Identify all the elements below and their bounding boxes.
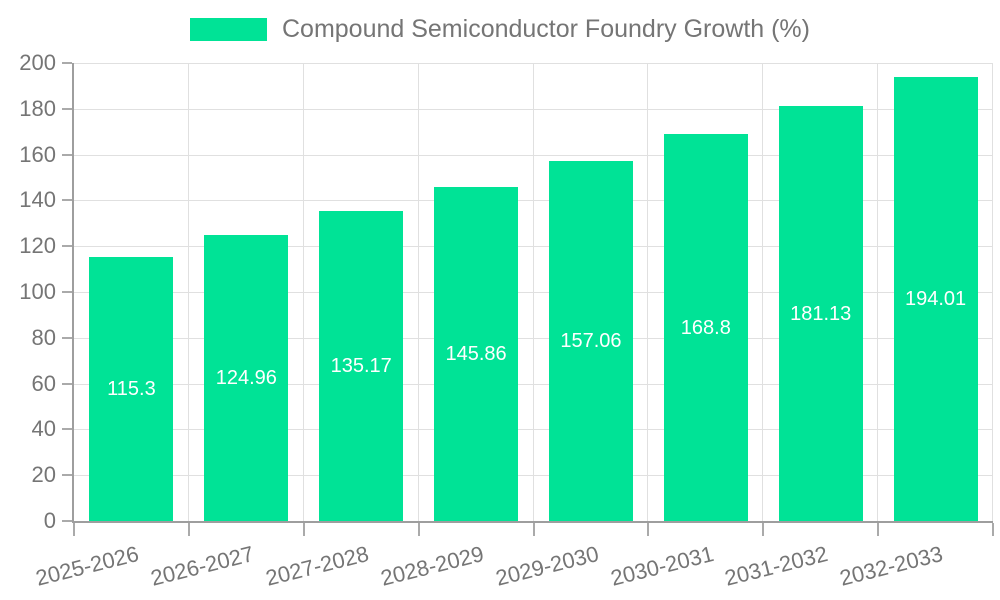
y-tick-label: 180 xyxy=(19,95,56,121)
bar-value-label: 135.17 xyxy=(330,355,392,378)
y-axis-tick xyxy=(62,428,72,431)
y-tick-label: 140 xyxy=(19,187,56,213)
x-axis-tick xyxy=(187,523,190,536)
x-axis-tick xyxy=(877,523,880,536)
bar: 135.17 xyxy=(319,211,404,521)
x-axis-tick xyxy=(762,523,765,536)
bar: 115.3 xyxy=(89,256,174,521)
x-tick-label: 2026-2027 xyxy=(148,541,257,591)
bar: 157.06 xyxy=(548,161,633,521)
bar: 194.01 xyxy=(893,76,978,521)
x-axis-tick xyxy=(73,523,75,536)
bar-value-label: 168.8 xyxy=(680,316,731,339)
y-axis-tick xyxy=(62,291,72,293)
x-tick-label: 2025-2026 xyxy=(33,541,142,591)
y-axis-tick xyxy=(62,336,72,339)
bar-value-label: 124.96 xyxy=(215,366,277,389)
vertical-gridline xyxy=(877,63,878,521)
y-axis-tick xyxy=(62,62,72,64)
x-tick-label: 2029-2030 xyxy=(492,541,601,591)
bar-value-label: 194.01 xyxy=(904,287,967,310)
y-axis-tick xyxy=(62,382,72,385)
y-axis-tick xyxy=(62,153,72,156)
bar-value-label: 181.13 xyxy=(790,302,852,325)
x-tick-label: 2030-2031 xyxy=(607,541,716,591)
bar: 168.8 xyxy=(663,134,748,521)
bar: 124.96 xyxy=(204,234,289,521)
vertical-gridline xyxy=(418,63,419,521)
vertical-gridline xyxy=(303,63,304,521)
x-tick-label: 2032-2033 xyxy=(837,541,946,591)
y-axis-line xyxy=(72,63,74,523)
bar: 145.86 xyxy=(434,186,519,521)
x-axis-tick xyxy=(532,523,535,536)
bar-value-label: 145.86 xyxy=(445,342,507,365)
x-tick-label: 2031-2032 xyxy=(722,541,831,591)
y-axis-tick xyxy=(62,107,72,110)
y-tick-label: 60 xyxy=(31,370,56,396)
x-tick-label: 2027-2028 xyxy=(263,541,372,591)
y-tick-label: 160 xyxy=(19,141,56,167)
y-tick-label: 40 xyxy=(31,416,56,442)
y-axis-tick xyxy=(62,474,72,477)
bar-value-label: 115.3 xyxy=(107,377,156,400)
y-tick-label: 80 xyxy=(31,324,56,350)
x-axis-tick xyxy=(417,523,420,536)
legend-swatch xyxy=(189,17,267,41)
y-axis-tick xyxy=(62,245,72,248)
y-tick-label: 0 xyxy=(43,508,56,533)
y-tick-label: 20 xyxy=(31,462,56,488)
vertical-gridline xyxy=(992,63,993,521)
vertical-gridline xyxy=(188,63,189,521)
vertical-gridline xyxy=(647,63,648,521)
y-tick-label: 200 xyxy=(19,50,56,75)
x-axis-tick xyxy=(992,523,994,536)
x-axis-tick xyxy=(302,523,305,536)
bar: 181.13 xyxy=(778,106,863,521)
y-tick-label: 120 xyxy=(19,233,56,259)
plot-area: 115.3 124.96 135.17 145.86 157.06 168.8 181.13… xyxy=(74,63,993,521)
x-axis-tick xyxy=(647,523,650,536)
x-axis-line xyxy=(72,521,993,523)
y-axis-tick xyxy=(62,520,72,522)
bar-value-label: 157.06 xyxy=(560,330,622,353)
legend-label: Compound Semiconductor Foundry Growth (%… xyxy=(281,15,810,43)
x-tick-label: 2028-2029 xyxy=(377,541,487,591)
y-tick-label: 100 xyxy=(19,279,56,304)
y-axis-tick xyxy=(62,199,72,202)
legend[interactable]: Compound Semiconductor Foundry Growth (%… xyxy=(0,14,1000,44)
vertical-gridline xyxy=(533,63,534,521)
vertical-gridline xyxy=(762,63,763,521)
